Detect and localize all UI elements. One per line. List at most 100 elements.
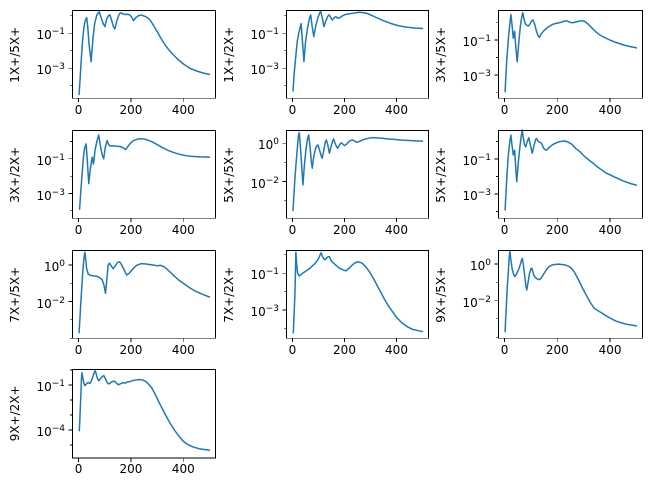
axes-3x-5x [494,10,643,103]
y-tick-label: 10−1 [250,267,279,283]
x-tick-label: 200 [119,462,143,477]
line-series [78,134,211,210]
y-tick-label: 10−3 [250,303,279,319]
y-axis-label: 1X+/5X+ [8,26,22,83]
axes-9x-2x [68,369,216,462]
axes-frame [72,130,216,219]
y-axis-label: 5X+/2X+ [434,146,448,203]
axes-frame [498,130,643,219]
x-tick-label: 400 [171,222,195,237]
x-tick-label: 0 [288,342,297,357]
y-tick-label: 100 [469,258,491,274]
x-tick-label: 400 [598,102,622,117]
x-tick-label: 0 [74,102,83,117]
axes-frame [498,10,643,99]
y-axis-label: 1X+/2X+ [222,26,236,83]
y-axis-label: 3X+/5X+ [434,26,448,83]
x-tick-label: 200 [545,222,569,237]
y-tick-label: 10−2 [250,175,279,191]
y-axis-label: 9X+/5X+ [434,266,448,323]
axes-3x-2x [68,130,216,223]
x-tick-label: 400 [598,222,622,237]
line-series [504,129,638,211]
x-tick-label: 400 [171,342,195,357]
y-tick-label: 10−4 [36,423,65,439]
subplot-3x-2x: 0 200 400 10−1 10−3 3X+/2X+ [8,130,216,236]
y-tick-label: 10−3 [36,187,65,203]
y-tick-label: 10−2 [462,294,491,310]
axes-frame [286,130,429,219]
y-tick-label: 10−1 [250,27,279,43]
subplot-3x-5x: 0 200 400 10−1 10−3 3X+/5X+ [434,10,643,116]
line-series [78,11,211,96]
x-tick-label: 400 [385,342,408,357]
axes-frame [72,369,216,459]
x-tick-label: 0 [74,342,83,357]
x-tick-label: 200 [119,342,143,357]
y-axis-label: 5X+/5X+ [222,146,236,203]
y-tick-label: 10−3 [250,62,279,78]
y-axis-label: 3X+/2X+ [8,146,22,203]
axes-1x-5x [68,10,216,103]
axes-frame [286,250,429,339]
x-tick-label: 400 [598,342,622,357]
line-series [292,251,424,334]
y-tick-label: 10−3 [36,62,65,78]
subplot-9x-2x: 0 200 400 10−1 10−4 9X+/2X+ [8,369,216,476]
subplot-1x-2x: 0 200 400 10−1 10−3 1X+/2X+ [222,10,429,116]
x-tick-label: 200 [545,102,569,117]
x-tick-label: 0 [500,102,509,117]
x-tick-label: 0 [500,222,509,237]
subplot-7x-2x: 0 200 400 10−1 10−3 7X+/2X+ [222,250,429,356]
subplot-5x-2x: 0 200 400 10−1 10−3 5X+/2X+ [434,129,643,236]
subplot-7x-5x: 0 200 400 100 10−2 7X+/5X+ [8,250,216,356]
line-series [78,251,211,334]
y-tick-label: 10−3 [462,69,491,85]
y-axis-label: 9X+/2X+ [8,385,22,442]
x-tick-label: 200 [333,222,356,237]
x-tick-label: 400 [171,102,195,117]
y-tick-label: 10−1 [36,152,65,168]
x-tick-label: 400 [171,462,195,477]
y-tick-label: 10−1 [36,379,65,395]
subplot-5x-5x: 0 200 400 100 10−2 5X+/5X+ [222,130,429,236]
line-series [78,370,211,451]
axes-5x-5x [282,130,429,223]
line-series [292,131,424,212]
y-tick-label: 10−2 [36,295,65,311]
y-tick-label: 100 [43,258,65,274]
axes-7x-2x [282,250,429,343]
x-tick-label: 0 [74,462,83,477]
axes-9x-5x [494,250,643,343]
axes-5x-2x [494,129,643,223]
axes-frame [72,250,216,339]
x-tick-label: 200 [119,102,143,117]
axes-frame [72,10,216,99]
y-tick-label: 10−1 [462,153,491,169]
axes-1x-2x [282,10,429,103]
x-tick-label: 400 [385,222,408,237]
y-axis-label: 7X+/5X+ [8,266,22,323]
x-tick-label: 200 [545,342,569,357]
y-tick-label: 10−3 [462,188,491,204]
x-tick-label: 0 [288,222,297,237]
axes-frame [286,10,429,99]
line-series [292,11,424,92]
x-tick-label: 400 [385,102,408,117]
axes-7x-5x [68,250,216,343]
subplot-9x-5x: 0 200 400 100 10−2 9X+/5X+ [434,250,643,356]
x-tick-label: 0 [288,102,297,117]
line-series [504,250,638,333]
y-tick-label: 10−1 [462,33,491,49]
x-tick-label: 0 [500,342,509,357]
y-tick-label: 10−1 [36,27,65,43]
axes-frame [498,250,643,339]
x-tick-label: 200 [119,222,143,237]
line-series [504,11,638,93]
subplot-1x-5x: 0 200 400 10−1 10−3 1X+/5X+ [8,10,216,116]
x-tick-label: 200 [333,342,356,357]
y-axis-label: 7X+/2X+ [222,266,236,323]
y-tick-label: 100 [257,137,279,153]
x-tick-label: 0 [74,222,83,237]
